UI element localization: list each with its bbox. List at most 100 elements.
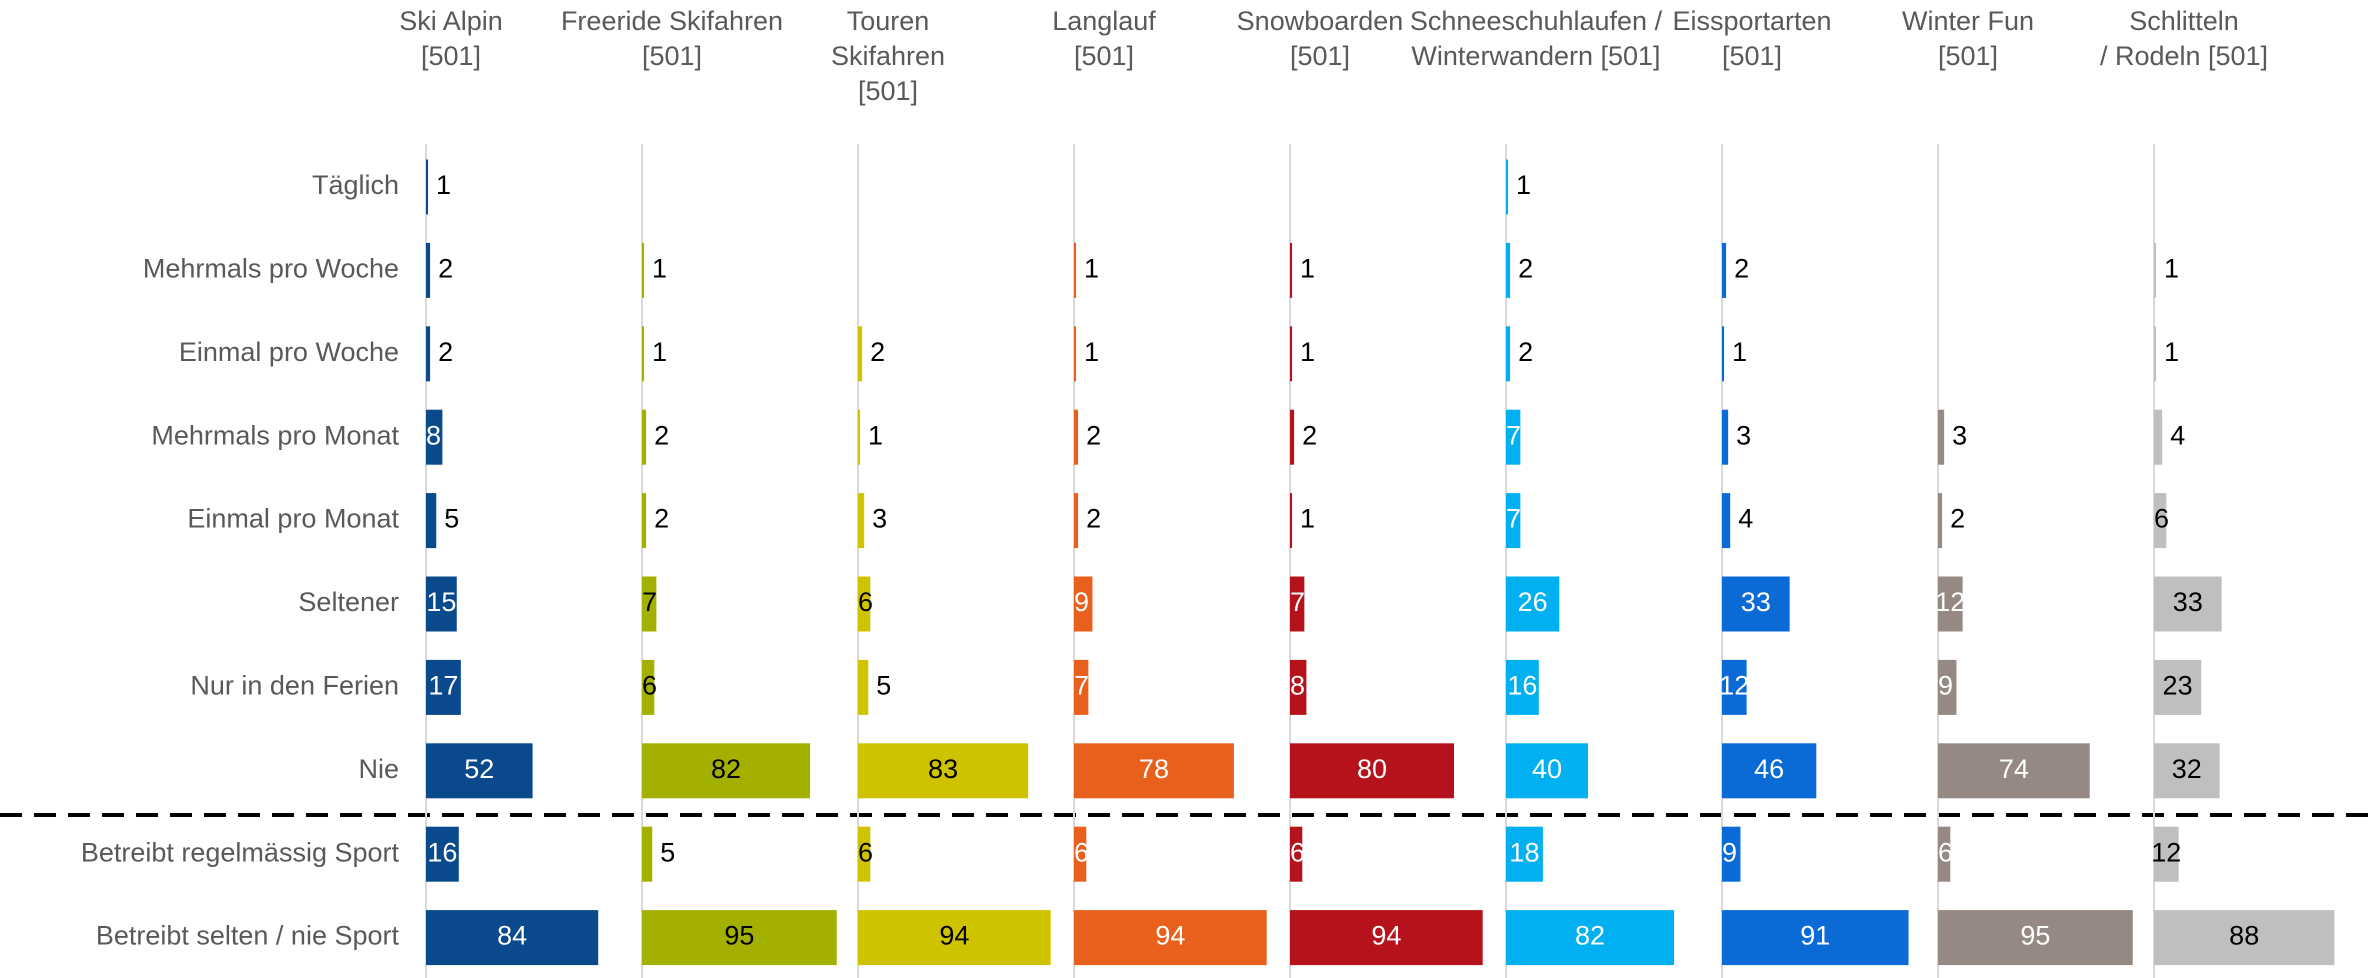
bar — [1938, 826, 1951, 882]
value-label: 2 — [1302, 420, 1317, 450]
bar — [1722, 576, 1790, 632]
bar — [426, 493, 437, 549]
value-label: 7 — [1290, 587, 1305, 617]
value-label: 6 — [1290, 837, 1305, 867]
value-label: 6 — [1074, 837, 1089, 867]
value-label: 1 — [1084, 337, 1099, 367]
value-label: 5 — [444, 504, 459, 534]
value-label: 12 — [1935, 587, 1965, 617]
value-label: 78 — [1139, 754, 1169, 784]
panel-title: Winter Fun — [1902, 6, 2034, 36]
bar — [426, 826, 459, 882]
row-label: Betreibt selten / nie Sport — [96, 921, 400, 951]
bar — [1506, 326, 1511, 382]
bar — [642, 326, 645, 382]
value-label: 9 — [1722, 837, 1737, 867]
bar — [1074, 826, 1087, 882]
value-label: 4 — [1738, 504, 1753, 534]
value-label: 6 — [2154, 504, 2169, 534]
bar — [2154, 910, 2335, 966]
value-label: 16 — [1507, 671, 1537, 701]
bar — [1938, 576, 1963, 632]
bar — [426, 659, 461, 715]
value-label: 52 — [464, 754, 494, 784]
bar — [1506, 159, 1509, 215]
value-label: 6 — [642, 671, 657, 701]
bar — [2154, 326, 2157, 382]
bar — [1722, 659, 1747, 715]
bar — [2154, 409, 2163, 465]
value-label: 88 — [2229, 921, 2259, 951]
value-label: 1 — [1516, 170, 1531, 200]
bar — [2154, 659, 2202, 715]
value-label: 2 — [438, 254, 453, 284]
bar — [642, 910, 837, 966]
bar — [1506, 743, 1588, 799]
value-label: 82 — [1575, 921, 1605, 951]
bar — [1938, 493, 1943, 549]
bar — [1074, 493, 1079, 549]
value-label: 74 — [1999, 754, 2029, 784]
bar — [1290, 659, 1307, 715]
bar — [1938, 409, 1945, 465]
value-label: 17 — [428, 671, 458, 701]
row-label: Betreibt regelmässig Sport — [81, 837, 400, 867]
value-label: 80 — [1357, 754, 1387, 784]
value-label: 6 — [1938, 837, 1953, 867]
value-label: 2 — [870, 337, 885, 367]
value-label: 82 — [711, 754, 741, 784]
value-label: 1 — [1300, 337, 1315, 367]
value-label: 1 — [1300, 504, 1315, 534]
value-label: 9 — [1938, 671, 1953, 701]
bar — [642, 576, 657, 632]
value-label: 1 — [652, 337, 667, 367]
bar — [1722, 826, 1741, 882]
value-label: 3 — [1952, 420, 1967, 450]
bar — [858, 659, 869, 715]
panel-title: [501] — [1290, 41, 1350, 71]
bar — [858, 826, 871, 882]
panel-title: / Rodeln [501] — [2100, 41, 2268, 71]
row-label: Täglich — [312, 170, 399, 200]
value-label: 1 — [868, 420, 883, 450]
value-label: 9 — [1074, 587, 1089, 617]
value-label: 83 — [928, 754, 958, 784]
value-label: 1 — [652, 254, 667, 284]
value-label: 4 — [2170, 420, 2185, 450]
bar — [1722, 326, 1725, 382]
bar — [858, 326, 863, 382]
bar — [426, 910, 599, 966]
bar — [426, 326, 431, 382]
bar — [1074, 743, 1234, 799]
value-label: 33 — [1741, 587, 1771, 617]
row-label: Seltener — [298, 587, 399, 617]
bar — [1074, 409, 1079, 465]
value-label: 8 — [426, 420, 441, 450]
bar — [2154, 242, 2157, 298]
value-label: 3 — [872, 504, 887, 534]
bar — [2154, 493, 2167, 549]
value-label: 1 — [2164, 254, 2179, 284]
value-label: 94 — [939, 921, 969, 951]
bar — [1506, 576, 1560, 632]
panel-title: [501] — [1722, 41, 1782, 71]
bar — [2154, 743, 2220, 799]
value-label: 6 — [858, 837, 873, 867]
bar — [1938, 659, 1957, 715]
value-label: 94 — [1371, 921, 1401, 951]
value-label: 46 — [1754, 754, 1784, 784]
bar — [1938, 743, 2090, 799]
value-label: 2 — [654, 504, 669, 534]
value-label: 7 — [1506, 504, 1521, 534]
bar — [642, 493, 647, 549]
panel-title: Langlauf — [1052, 6, 1156, 36]
bar — [1722, 493, 1731, 549]
value-label: 5 — [876, 671, 891, 701]
bar — [426, 409, 443, 465]
bar — [2154, 826, 2179, 882]
value-label: 8 — [1290, 671, 1305, 701]
value-label: 23 — [2163, 671, 2193, 701]
value-label: 2 — [1518, 337, 1533, 367]
bar — [642, 659, 655, 715]
